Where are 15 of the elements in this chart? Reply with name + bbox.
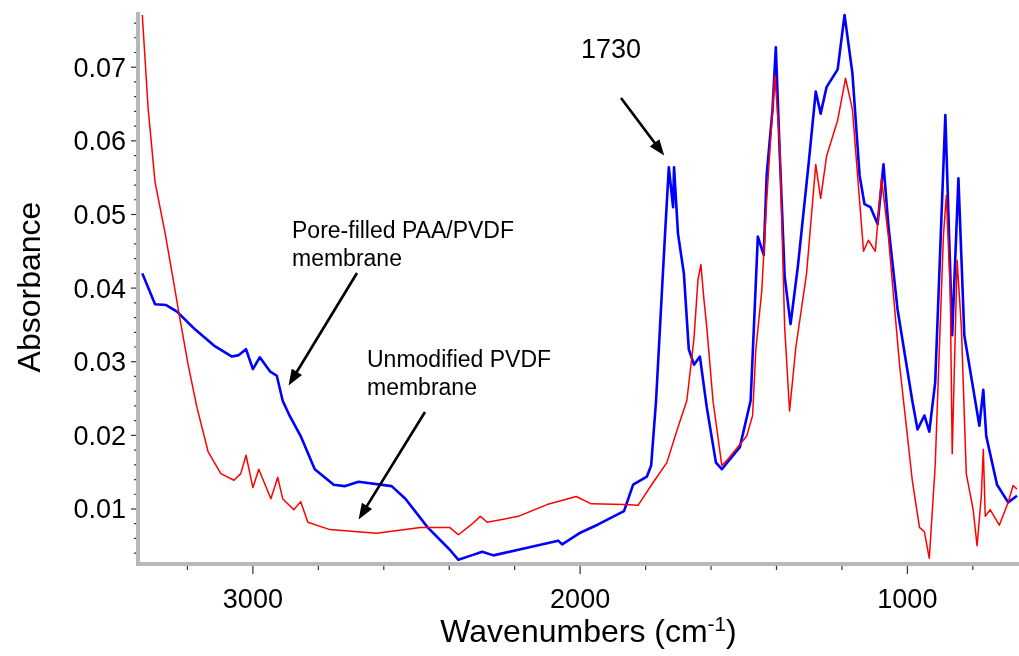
x-tick-label: 3000 (222, 584, 283, 614)
y-tick-label: 0.05 (73, 199, 126, 230)
annotation: 1730 (581, 34, 642, 64)
y-tick-label: 0.02 (73, 420, 126, 451)
annotation: Unmodified PVDF membrane (367, 346, 552, 400)
y-tick-label: 0.06 (73, 126, 126, 157)
x-tick-label: 2000 (550, 584, 611, 614)
y-tick-label: 0.03 (73, 347, 126, 378)
x-axis-title: Wavenumbers (cm$^{-1}$) (440, 611, 737, 649)
y-tick-label: 0.04 (73, 273, 126, 304)
y-tick-label: 0.01 (73, 494, 126, 525)
y-tick-label: 0.07 (73, 52, 126, 83)
x-tick-label: 1000 (877, 584, 938, 614)
annotation: Pore-filled PAA/PVDF membrane (292, 217, 514, 271)
y-axis-title: Absorbance (11, 201, 47, 373)
